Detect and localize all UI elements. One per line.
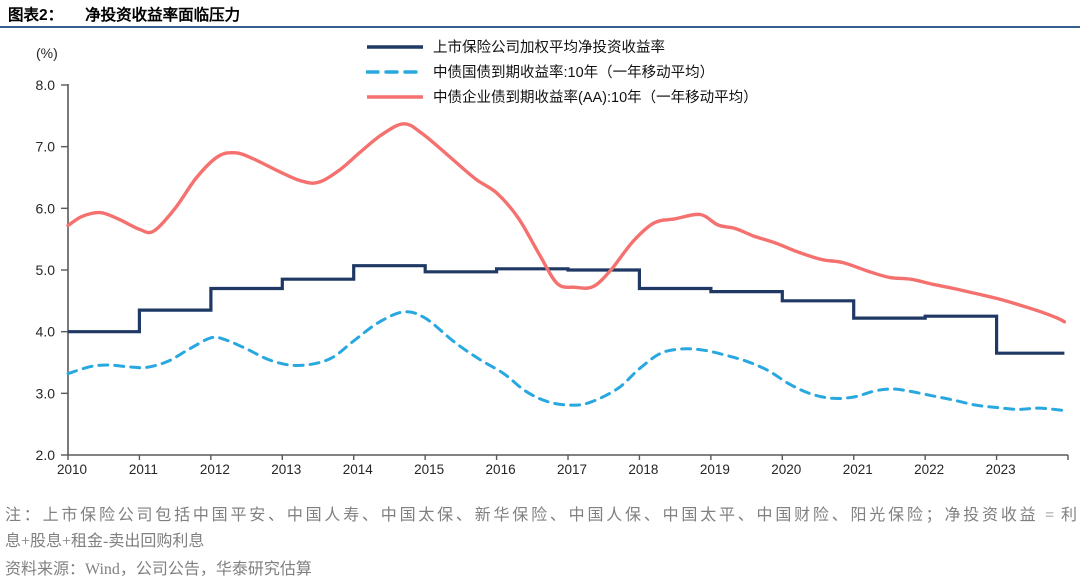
note-text-line1: 注：上市保险公司包括中国平安、中国人寿、中国太保、新华保险、中国人保、中国太平、… xyxy=(5,507,1077,524)
x-tick-label: 2016 xyxy=(486,462,516,477)
legend-line-icon xyxy=(367,44,423,49)
legend-item-govt-bond-yield: 中债国债到期收益率:10年（一年移动平均） xyxy=(366,59,758,84)
y-axis-unit-label: (%) xyxy=(36,45,58,61)
legend-line-icon xyxy=(367,94,423,99)
figure-title-text: 净投资收益率面临压力 xyxy=(85,7,241,24)
legend-line-icon xyxy=(366,69,424,74)
y-tick-label: 7.0 xyxy=(36,139,56,155)
x-tick-label: 2012 xyxy=(200,462,230,477)
x-tick-label: 2010 xyxy=(57,462,87,477)
figure-number: 图表2： xyxy=(8,7,64,24)
x-tick-label: 2015 xyxy=(414,462,444,477)
y-tick-label: 2.0 xyxy=(36,447,56,463)
y-tick-label: 3.0 xyxy=(36,385,56,401)
source-text: 资料来源：Wind，公司公告，华泰研究估算 xyxy=(5,561,312,578)
legend-item-insurer-yield: 上市保险公司加权平均净投资收益率 xyxy=(366,34,758,59)
series-corp-bond-yield-aa-10y xyxy=(66,122,1067,324)
chart-legend: 上市保险公司加权平均净投资收益率中债国债到期收益率:10年（一年移动平均） 中债企… xyxy=(366,34,758,109)
legend-item-corp-bond-yield: 中债企业债到期收益率(AA):10年（一年移动平均） xyxy=(366,84,758,109)
x-tick-label: 2013 xyxy=(271,462,301,477)
x-tick-label: 2014 xyxy=(343,462,374,477)
x-tick-label: 2011 xyxy=(129,462,158,477)
y-tick-label: 4.0 xyxy=(36,324,56,340)
legend-label: 中债企业债到期收益率(AA):10年（一年移动平均） xyxy=(433,90,758,106)
y-tick-label: 5.0 xyxy=(36,262,56,278)
legend-label: 上市保险公司加权平均净投资收益率 xyxy=(433,40,665,56)
x-tick-label: 2019 xyxy=(700,462,730,477)
note-text-line2: 息+股息+租金-卖出回购利息 xyxy=(5,533,205,550)
y-tick-label: 8.0 xyxy=(36,77,56,93)
x-tick-label: 2022 xyxy=(914,462,944,477)
y-tick-label: 6.0 xyxy=(36,200,56,216)
x-tick-label: 2020 xyxy=(771,462,801,477)
series-govt-bond-yield-10y xyxy=(66,310,1066,413)
figure-header: 图表2： 净投资收益率面临压力 xyxy=(0,0,1080,28)
x-tick-label: 2021 xyxy=(843,462,873,477)
legend-label: 中债国债到期收益率:10年（一年移动平均） xyxy=(433,65,715,81)
x-tick-label: 2018 xyxy=(628,462,658,477)
series-insurer-net-investment-yield xyxy=(68,264,1065,355)
x-tick-label: 2023 xyxy=(986,462,1016,477)
x-tick-label: 2017 xyxy=(557,462,587,477)
figure-title: 图表2： 净投资收益率面临压力 xyxy=(8,3,240,25)
